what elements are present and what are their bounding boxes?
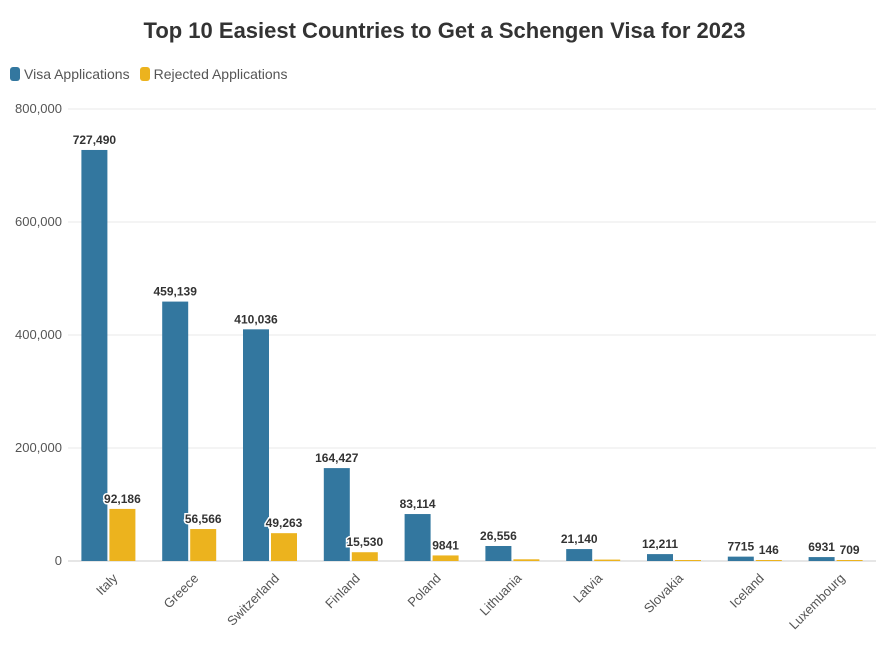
bar-rejected-applications — [836, 560, 863, 561]
data-label: 6931 — [808, 540, 835, 554]
bar-rejected-applications — [594, 559, 621, 561]
bar-visa-applications — [162, 301, 189, 561]
data-label: 164,427 — [315, 451, 359, 465]
x-tick-label: Luxembourg — [786, 571, 848, 633]
chart-title: Top 10 Easiest Countries to Get a Scheng… — [143, 18, 746, 43]
legend-swatch-rejected — [139, 67, 150, 81]
legend-item-rejected[interactable]: Rejected Applications — [139, 66, 288, 82]
bar-rejected-applications — [351, 552, 378, 561]
bar-visa-applications — [243, 329, 269, 561]
y-tick-label: 0 — [55, 553, 62, 568]
data-label: 7715 — [727, 540, 754, 554]
data-label: 49,263 — [266, 516, 303, 530]
y-tick-label: 200,000 — [15, 440, 62, 455]
x-tick-label: Poland — [404, 571, 443, 610]
bar-rejected-applications — [190, 529, 217, 561]
data-label: 92,186 — [104, 492, 141, 506]
y-tick-label: 800,000 — [15, 101, 62, 116]
legend-label-rejected: Rejected Applications — [153, 66, 288, 82]
data-label: 21,140 — [561, 532, 598, 546]
data-label: 9841 — [432, 538, 459, 552]
legend-label-visa: Visa Applications — [24, 66, 130, 82]
legend-swatch-visa — [10, 67, 20, 81]
data-label: 12,211 — [642, 537, 678, 551]
x-tick-label: Lithuania — [477, 570, 525, 618]
bar-visa-applications — [81, 149, 108, 562]
bar-rejected-applications — [432, 555, 459, 561]
bar-rejected-applications — [109, 508, 136, 561]
x-tick-label: Switzerland — [224, 571, 282, 629]
data-label: 709 — [840, 543, 860, 557]
bar-visa-applications — [647, 554, 673, 561]
y-tick-label: 600,000 — [15, 214, 62, 229]
x-tick-label: Italy — [93, 570, 121, 598]
bar-rejected-applications — [513, 559, 540, 561]
x-tick-label: Iceland — [727, 571, 767, 611]
bar-visa-applications — [808, 557, 835, 561]
data-label: 459,139 — [154, 285, 198, 299]
y-tick-label: 400,000 — [15, 327, 62, 342]
bar-visa-applications — [566, 549, 593, 561]
bar-rejected-applications — [675, 560, 701, 561]
bar-visa-applications — [404, 514, 431, 561]
data-label: 56,566 — [185, 512, 222, 526]
x-tick-label: Slovakia — [641, 570, 687, 616]
legend-item-visa[interactable]: Visa Applications — [10, 66, 130, 82]
bar-visa-applications — [485, 545, 512, 561]
bar-rejected-applications — [755, 560, 782, 561]
data-label: 410,036 — [234, 312, 278, 326]
data-label: 15,530 — [346, 535, 383, 549]
bar-rejected-applications — [271, 533, 297, 561]
legend: Visa Applications Rejected Applications — [10, 66, 297, 82]
data-label: 727,490 — [73, 133, 117, 147]
x-tick-label: Greece — [161, 571, 202, 612]
x-tick-label: Finland — [322, 571, 363, 612]
data-label: 146 — [759, 543, 779, 557]
x-tick-label: Latvia — [570, 570, 606, 606]
data-label: 83,114 — [400, 497, 436, 511]
data-label: 26,556 — [480, 529, 517, 543]
bar-visa-applications — [727, 556, 754, 561]
bar-visa-applications — [323, 468, 350, 561]
